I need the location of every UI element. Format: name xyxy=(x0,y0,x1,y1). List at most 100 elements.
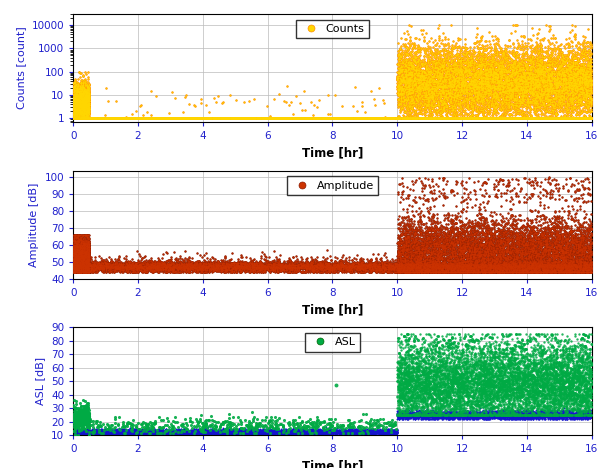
Point xyxy=(120,115,129,122)
Point xyxy=(137,115,146,122)
Point xyxy=(235,264,245,272)
Point xyxy=(495,115,504,122)
Point xyxy=(559,226,569,234)
Point xyxy=(305,427,315,435)
Point xyxy=(576,415,586,423)
Point xyxy=(351,115,361,122)
Point xyxy=(312,115,321,122)
Point xyxy=(544,91,553,99)
Point xyxy=(407,412,417,420)
Point xyxy=(486,266,496,274)
Point xyxy=(452,58,462,66)
Point xyxy=(425,105,435,113)
Point xyxy=(515,115,525,122)
Point xyxy=(319,115,329,122)
Point xyxy=(82,89,92,96)
Point xyxy=(500,392,509,399)
Point xyxy=(401,67,411,74)
Point xyxy=(510,392,520,400)
Point xyxy=(356,261,365,269)
Point xyxy=(455,412,465,419)
Point xyxy=(105,263,115,271)
Point xyxy=(361,261,371,269)
Point xyxy=(214,115,224,122)
Point xyxy=(176,259,186,267)
Point xyxy=(508,412,518,419)
Point xyxy=(534,77,544,85)
Point xyxy=(77,256,87,263)
Point xyxy=(564,259,573,266)
Point xyxy=(412,402,422,410)
Point xyxy=(71,257,81,264)
Point xyxy=(569,242,579,249)
Point xyxy=(534,68,544,76)
Point xyxy=(415,368,425,376)
Point xyxy=(94,426,104,433)
Point xyxy=(82,262,92,269)
Point xyxy=(520,75,529,82)
Point xyxy=(581,251,591,259)
Point xyxy=(278,264,287,271)
Point xyxy=(84,83,93,90)
Point xyxy=(404,61,414,68)
Point xyxy=(168,115,178,122)
Point xyxy=(559,111,569,119)
Point xyxy=(548,70,558,77)
Point xyxy=(114,262,124,269)
Point xyxy=(142,115,151,122)
Point xyxy=(73,426,83,434)
Point xyxy=(528,52,538,59)
Point xyxy=(504,84,514,92)
Point xyxy=(406,332,415,340)
Point xyxy=(520,369,529,376)
Point xyxy=(424,341,434,349)
Point xyxy=(165,430,175,438)
Point xyxy=(245,115,254,122)
Point xyxy=(502,115,512,122)
Point xyxy=(198,428,207,435)
Point xyxy=(512,366,522,373)
Point xyxy=(468,115,478,122)
Point xyxy=(573,268,583,276)
Point xyxy=(402,397,412,404)
Point xyxy=(399,408,409,416)
Point xyxy=(456,60,466,68)
Point xyxy=(310,115,320,122)
Point xyxy=(414,75,424,83)
Point xyxy=(485,348,495,355)
Point xyxy=(437,83,447,91)
Point xyxy=(102,425,112,433)
Point xyxy=(207,259,217,267)
Point xyxy=(69,234,79,241)
Point xyxy=(431,242,440,250)
Point xyxy=(445,253,454,260)
Point xyxy=(340,426,350,433)
Point xyxy=(109,115,119,122)
Point xyxy=(329,115,339,122)
Point xyxy=(393,267,403,274)
Point xyxy=(259,268,269,275)
Point xyxy=(561,244,571,252)
Point xyxy=(411,249,421,256)
Point xyxy=(540,22,550,29)
Point xyxy=(151,115,160,122)
Point xyxy=(554,404,564,412)
Point xyxy=(398,248,408,255)
Point xyxy=(429,259,439,267)
Point xyxy=(128,262,138,269)
Point xyxy=(465,85,475,92)
Point xyxy=(407,62,417,70)
Point xyxy=(580,80,590,88)
Point xyxy=(529,247,539,255)
Point xyxy=(508,262,518,269)
Point xyxy=(163,428,173,435)
Point xyxy=(76,251,86,258)
Point xyxy=(71,251,81,258)
Point xyxy=(382,115,392,122)
Point xyxy=(201,115,210,122)
Point xyxy=(241,254,251,261)
Point xyxy=(557,222,567,230)
Point xyxy=(80,115,90,122)
Point xyxy=(500,370,510,377)
Point xyxy=(178,427,187,435)
